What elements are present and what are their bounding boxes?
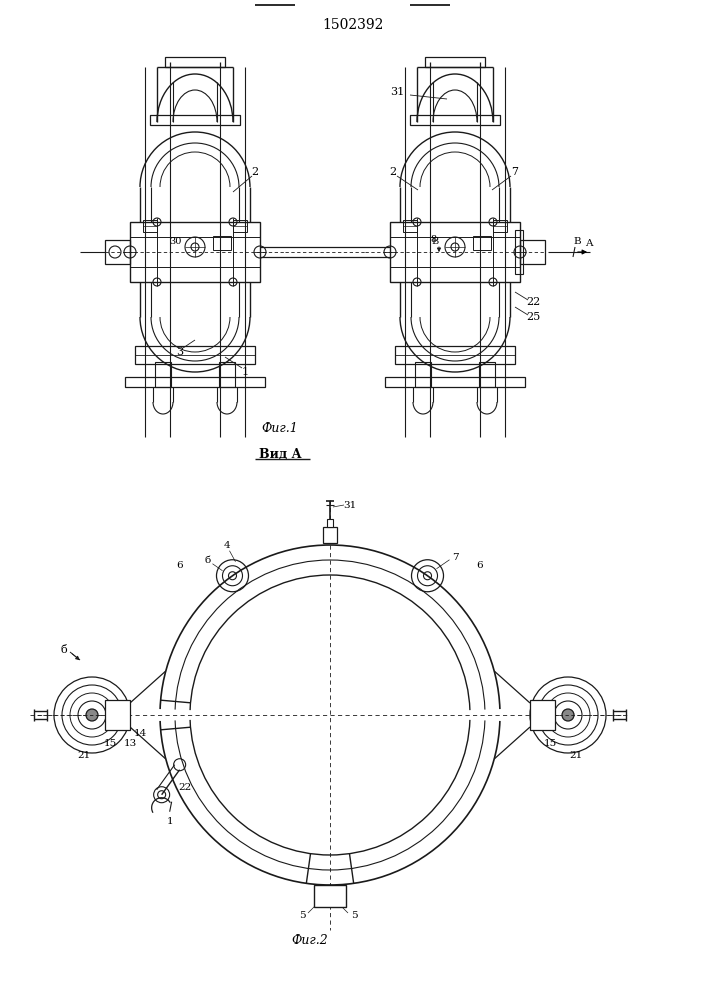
Bar — [105, 240, 130, 264]
Text: 3: 3 — [177, 347, 184, 357]
Bar — [213, 236, 231, 250]
Bar — [390, 222, 520, 282]
Text: 5: 5 — [351, 910, 357, 920]
Text: 7: 7 — [511, 167, 518, 177]
Circle shape — [86, 709, 98, 721]
Text: 15: 15 — [544, 738, 556, 748]
Bar — [479, 362, 495, 387]
Bar — [425, 57, 485, 67]
Text: 31: 31 — [344, 500, 356, 510]
Text: 13: 13 — [124, 738, 136, 748]
Text: 22: 22 — [526, 297, 540, 307]
Bar — [135, 346, 255, 364]
Bar — [165, 57, 225, 67]
Text: б: б — [61, 645, 67, 655]
Bar — [219, 362, 235, 387]
Text: 1: 1 — [166, 817, 173, 826]
Bar — [493, 220, 507, 232]
Text: 1: 1 — [241, 367, 249, 377]
Text: 22: 22 — [178, 783, 192, 792]
Text: B: B — [573, 237, 581, 246]
Text: 1502392: 1502392 — [322, 18, 384, 32]
Bar — [395, 346, 515, 364]
Text: 4: 4 — [224, 541, 230, 550]
Text: 14: 14 — [134, 728, 146, 738]
Text: 6: 6 — [177, 560, 183, 570]
Bar — [385, 377, 525, 387]
Text: 2: 2 — [390, 167, 397, 177]
Bar — [125, 377, 265, 387]
Text: 5: 5 — [298, 910, 305, 920]
Bar — [150, 115, 240, 125]
Bar — [314, 885, 346, 907]
Bar — [515, 230, 523, 274]
Circle shape — [562, 709, 574, 721]
Text: Вид А: Вид А — [259, 448, 301, 462]
Text: 6: 6 — [477, 560, 484, 570]
Text: 15: 15 — [103, 738, 117, 748]
Text: Фиг.2: Фиг.2 — [291, 934, 328, 946]
Text: 30: 30 — [169, 237, 181, 246]
Text: 2: 2 — [252, 167, 259, 177]
Text: Фиг.1: Фиг.1 — [262, 422, 298, 434]
Bar — [155, 362, 171, 387]
Bar — [410, 115, 500, 125]
Bar — [415, 362, 431, 387]
Text: 21: 21 — [77, 750, 90, 760]
Bar — [327, 519, 333, 527]
Text: 8: 8 — [430, 235, 436, 244]
Bar — [403, 220, 417, 232]
Bar — [520, 240, 545, 264]
Text: 7: 7 — [452, 553, 459, 562]
Text: 21: 21 — [569, 750, 583, 760]
Text: б: б — [204, 556, 211, 565]
Bar — [130, 222, 260, 282]
Bar — [530, 700, 555, 730]
Bar — [233, 220, 247, 232]
Bar — [105, 700, 130, 730]
Text: A: A — [585, 239, 592, 248]
Bar — [143, 220, 157, 232]
Text: 25: 25 — [526, 312, 540, 322]
Bar — [323, 527, 337, 543]
Text: 31: 31 — [390, 87, 404, 97]
Text: B: B — [431, 237, 438, 246]
Bar — [473, 236, 491, 250]
